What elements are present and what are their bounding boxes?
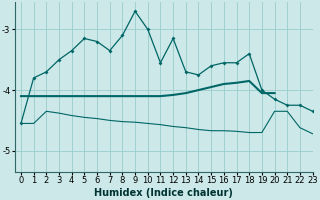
X-axis label: Humidex (Indice chaleur): Humidex (Indice chaleur): [94, 188, 233, 198]
